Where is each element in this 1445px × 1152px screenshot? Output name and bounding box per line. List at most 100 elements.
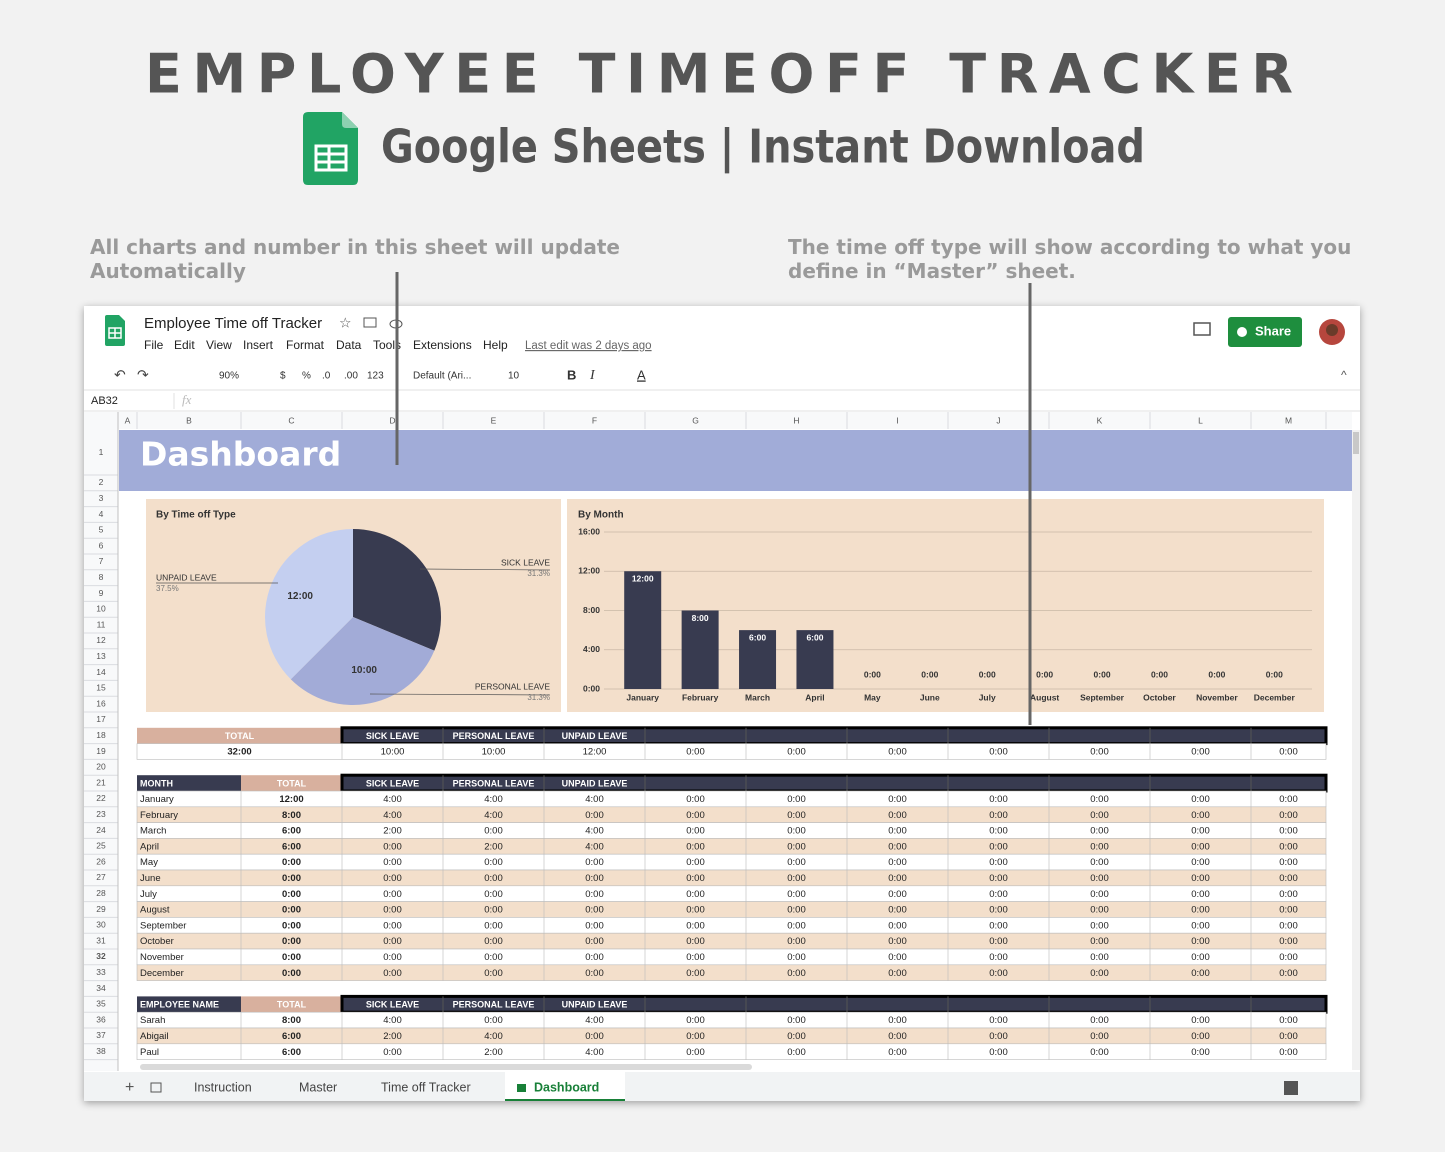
toolbar-item[interactable]: .00 [344, 371, 358, 382]
data-row [136, 790, 1327, 808]
comments-icon[interactable] [1193, 322, 1211, 336]
avatar-face [1326, 324, 1338, 336]
row-label: July [140, 889, 157, 900]
toolbar-item[interactable]: I [589, 368, 596, 383]
sheet-tab[interactable]: Master [299, 1080, 337, 1094]
cell: 0:00 [383, 873, 402, 884]
sheet-tab[interactable]: Instruction [194, 1080, 252, 1094]
toolbar-icon[interactable]: ↷ [137, 367, 149, 383]
cell: 0:00 [484, 826, 503, 837]
sheet-tab[interactable]: Dashboard [534, 1080, 599, 1094]
menu-item[interactable]: Help [483, 338, 508, 352]
explore-icon[interactable] [1284, 1081, 1298, 1095]
cell: 0:00 [686, 841, 705, 852]
header-cell: EMPLOYEE NAME [140, 1000, 219, 1010]
bar [739, 630, 777, 689]
x-tick-label: June [920, 692, 940, 702]
cell: 0:00 [1279, 873, 1298, 884]
menu-item[interactable]: Format [286, 338, 325, 352]
cell: 0:00 [1279, 1047, 1298, 1058]
cell: 0:00 [989, 747, 1008, 758]
fx-label: fx [182, 392, 192, 407]
last-edit[interactable]: Last edit was 2 days ago [525, 340, 652, 352]
sheet-tab[interactable]: Time off Tracker [381, 1080, 471, 1094]
cell: 0:00 [1191, 873, 1210, 884]
cell: 0:00 [1279, 952, 1298, 963]
cell: 0:00 [888, 841, 907, 852]
scroll-thumb[interactable] [1353, 432, 1359, 454]
x-tick-label: July [979, 692, 996, 702]
pie-slice [353, 529, 441, 651]
menu-item[interactable]: View [206, 338, 232, 352]
row-label: April [140, 841, 159, 852]
menu-item[interactable]: Edit [174, 338, 195, 352]
row-number: 7 [99, 556, 104, 566]
row-number: 2 [99, 477, 104, 487]
cell: 0:00 [787, 905, 806, 916]
cell: 0:00 [1191, 889, 1210, 900]
row-label: June [140, 873, 161, 884]
header-cell: UNPAID LEAVE [562, 1000, 628, 1010]
cell: 0:00 [686, 905, 705, 916]
cell-ref[interactable]: AB32 [91, 395, 118, 407]
toolbar-item[interactable]: B [567, 367, 576, 382]
share-button[interactable] [1228, 317, 1302, 347]
cell: 0:00 [1279, 794, 1298, 805]
cell: 0:00 [1090, 747, 1109, 758]
toolbar-item[interactable]: 123 [367, 371, 384, 382]
menu-item[interactable]: Tools [373, 338, 401, 352]
y-tick-label: 0:00 [583, 683, 600, 693]
h-scroll-thumb[interactable] [140, 1064, 752, 1070]
toolbar-item[interactable]: .0 [322, 371, 331, 382]
x-tick-label: February [682, 692, 719, 702]
toolbar-item[interactable]: 10 [508, 371, 520, 382]
toolbar-item[interactable]: A [637, 367, 646, 382]
cell: 0:00 [888, 889, 907, 900]
header-cell: TOTAL [277, 778, 307, 788]
cell: 0:00 [1090, 1031, 1109, 1042]
star-icon[interactable]: ☆ [339, 315, 352, 331]
cell: 0:00 [787, 936, 806, 947]
toolbar-item[interactable]: $ [280, 371, 286, 382]
header-cell: UNPAID LEAVE [562, 778, 628, 788]
data-row [136, 1027, 1327, 1045]
cell: 0:00 [1279, 1031, 1298, 1042]
menu-item[interactable]: Extensions [413, 338, 472, 352]
doc-title[interactable]: Employee Time off Tracker [144, 315, 322, 332]
cell: 0:00 [1191, 952, 1210, 963]
cell: 0:00 [484, 968, 503, 979]
toolbar-item[interactable]: Default (Ari... [413, 371, 471, 382]
cell: 0:00 [787, 841, 806, 852]
cell: 0:00 [686, 889, 705, 900]
row-number: 38 [96, 1046, 106, 1056]
collapse-icon[interactable]: ^ [1341, 368, 1347, 382]
column-header-bar [84, 412, 1352, 429]
cell: 0:00 [888, 936, 907, 947]
column-letter: E [491, 415, 497, 425]
row-number: 19 [96, 746, 106, 756]
cell: 0:00 [888, 857, 907, 868]
menu-item[interactable]: Data [336, 338, 362, 352]
share-label[interactable]: Share [1255, 323, 1291, 338]
cell: 0:00 [1090, 873, 1109, 884]
menu-item[interactable]: Insert [243, 338, 274, 352]
toolbar-icon[interactable]: ↶ [114, 367, 126, 383]
bar-value-label: 0:00 [1094, 669, 1111, 679]
x-tick-label: January [626, 692, 659, 702]
folder-icon[interactable] [363, 317, 377, 328]
cell: 0:00 [1279, 905, 1298, 916]
row-number: 29 [96, 904, 106, 914]
toolbar-item[interactable]: 90% [219, 371, 239, 382]
header-cell: PERSONAL LEAVE [453, 731, 535, 741]
header-cell: SICK LEAVE [366, 731, 419, 741]
cell: 2:00 [484, 841, 503, 852]
cell: 0:00 [383, 920, 402, 931]
row-number: 1 [99, 447, 104, 457]
all-sheets[interactable] [150, 1082, 162, 1093]
toolbar-item[interactable]: % [302, 371, 311, 382]
cell: 0:00 [282, 873, 301, 884]
share-icon [1237, 327, 1247, 337]
menu-item[interactable]: File [144, 338, 164, 352]
add-sheet[interactable]: + [125, 1079, 134, 1096]
cell: 0:00 [484, 873, 503, 884]
